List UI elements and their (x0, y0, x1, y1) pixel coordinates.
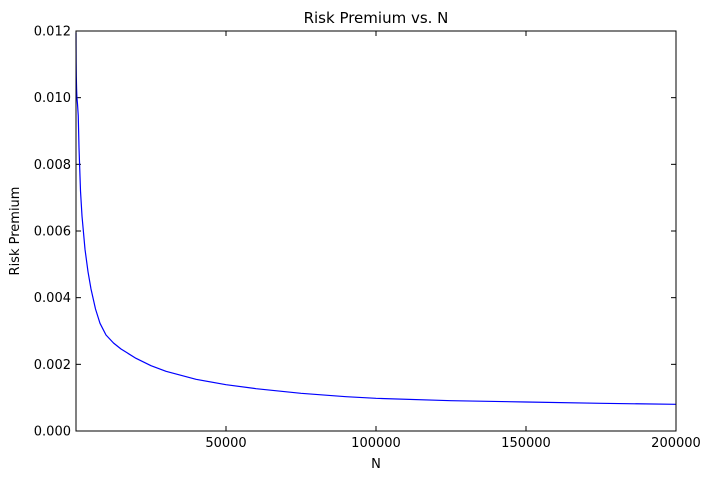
chart-title: Risk Premium vs. N (304, 9, 449, 27)
x-tick-label: 200000 (651, 436, 701, 451)
y-tick-label: 0.006 (34, 225, 71, 240)
y-tick-label: 0.002 (34, 358, 71, 373)
y-axis-title: Risk Premium (8, 187, 23, 276)
x-axis-title: N (371, 457, 381, 472)
series-line (75, 32, 677, 405)
y-tick-label: 0.000 (34, 425, 71, 440)
y-tick-label: 0.008 (34, 158, 71, 173)
x-tick-label: 150000 (501, 436, 551, 451)
y-axis-ticks: 0.000 0.002 0.004 0.006 0.008 0.010 0.012 (34, 25, 676, 440)
y-tick-label: 0.004 (34, 291, 71, 306)
y-tick-label: 0.010 (34, 91, 71, 106)
x-tick-label: 100000 (351, 436, 401, 451)
plot-area-frame (75, 30, 677, 432)
x-tick-label: 50000 (205, 436, 246, 451)
y-tick-label: 0.012 (34, 25, 71, 40)
x-axis-ticks: 50000 100000 150000 200000 (205, 31, 701, 451)
series-layer (75, 32, 677, 405)
